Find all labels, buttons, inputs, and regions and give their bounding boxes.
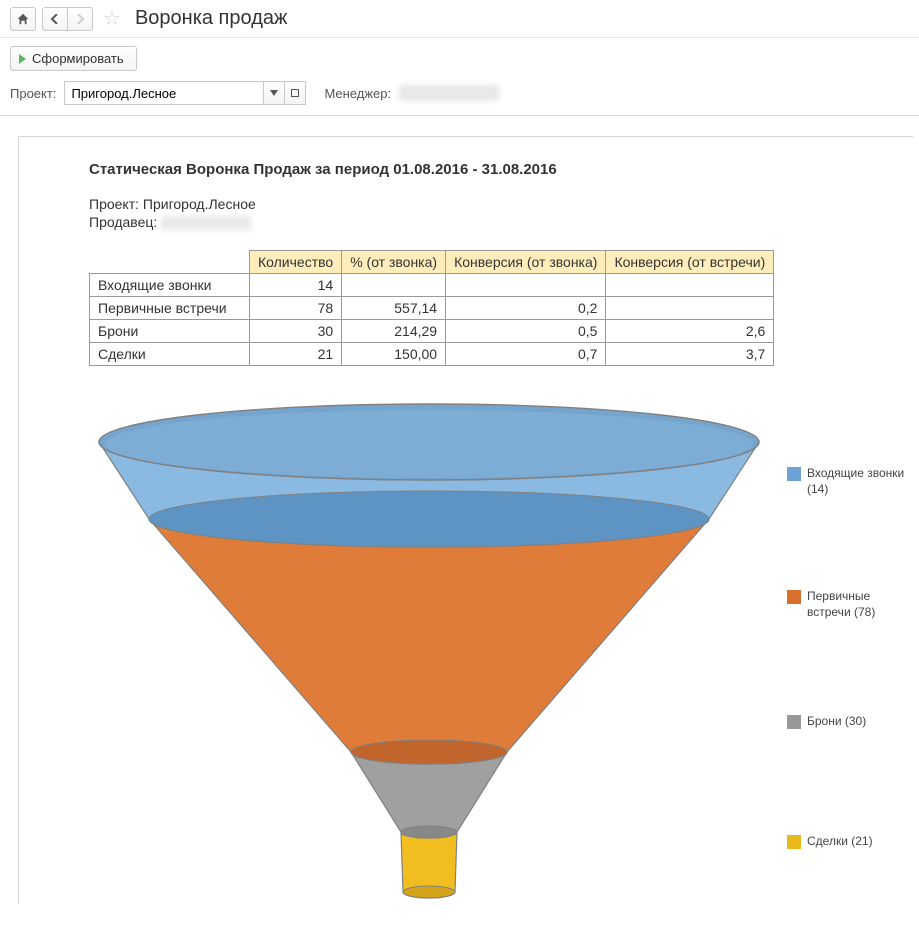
legend-swatch xyxy=(787,835,801,849)
col-conv-call: Конверсия (от звонка) xyxy=(446,251,606,274)
col-qty: Количество xyxy=(250,251,342,274)
row-name: Первичные встречи xyxy=(90,297,250,320)
table-row: Первичные встречи78557,140,2 xyxy=(90,297,774,320)
row-name: Входящие звонки xyxy=(90,274,250,297)
row-conv-meet: 3,7 xyxy=(606,343,774,366)
legend-label: Сделки (21) xyxy=(807,834,873,850)
project-dropdown-button[interactable] xyxy=(263,81,285,105)
legend-label: Брони (30) xyxy=(807,714,866,730)
row-conv-call xyxy=(446,274,606,297)
manager-label: Менеджер: xyxy=(324,86,391,101)
row-conv-meet: 2,6 xyxy=(606,320,774,343)
home-button[interactable] xyxy=(10,7,36,31)
funnel-chart xyxy=(79,394,779,904)
row-pct: 150,00 xyxy=(342,343,446,366)
manager-value-blurred xyxy=(399,85,499,101)
row-conv-meet xyxy=(606,274,774,297)
project-open-button[interactable] xyxy=(284,81,306,105)
row-conv-call: 0,5 xyxy=(446,320,606,343)
project-label: Проект: xyxy=(10,86,56,101)
favorite-star-icon[interactable]: ☆ xyxy=(103,6,121,31)
row-pct xyxy=(342,274,446,297)
filters-row: Проект: Менеджер: xyxy=(0,77,919,116)
page-title: Воронка продаж xyxy=(135,7,287,30)
generate-button[interactable]: Сформировать xyxy=(10,46,137,71)
row-qty: 14 xyxy=(250,274,342,297)
legend-swatch xyxy=(787,467,801,481)
report-project-line: Проект: Пригород.Лесное xyxy=(89,196,913,212)
table-row: Сделки21150,000,73,7 xyxy=(90,343,774,366)
row-name: Сделки xyxy=(90,343,250,366)
legend-swatch xyxy=(787,715,801,729)
generate-button-label: Сформировать xyxy=(32,51,124,66)
row-conv-call: 0,7 xyxy=(446,343,606,366)
project-combo xyxy=(64,81,306,105)
report-title: Статическая Воронка Продаж за период 01.… xyxy=(89,161,913,178)
funnel-chart-area: Входящие звонки (14) Первичные встречи (7… xyxy=(79,394,913,904)
row-pct: 214,29 xyxy=(342,320,446,343)
row-qty: 78 xyxy=(250,297,342,320)
table-row: Входящие звонки14 xyxy=(90,274,774,297)
funnel-legend: Входящие звонки (14) Первичные встречи (7… xyxy=(787,394,907,904)
play-icon xyxy=(19,54,26,64)
row-name: Брони xyxy=(90,320,250,343)
top-toolbar: ☆ Воронка продаж xyxy=(0,0,919,38)
legend-swatch xyxy=(787,590,801,604)
action-row: Сформировать xyxy=(0,38,919,77)
legend-item: Входящие звонки (14) xyxy=(787,466,907,497)
report-seller-line: Продавец: xyxy=(89,214,913,230)
row-pct: 557,14 xyxy=(342,297,446,320)
report-area: Статическая Воронка Продаж за период 01.… xyxy=(18,136,913,904)
row-qty: 21 xyxy=(250,343,342,366)
legend-label: Входящие звонки (14) xyxy=(807,466,907,497)
table-row: Брони30214,290,52,6 xyxy=(90,320,774,343)
row-qty: 30 xyxy=(250,320,342,343)
seller-value-blurred xyxy=(161,216,251,230)
forward-button[interactable] xyxy=(67,7,93,31)
col-pct: % (от звонка) xyxy=(342,251,446,274)
row-conv-meet xyxy=(606,297,774,320)
project-input[interactable] xyxy=(64,81,264,105)
legend-item: Первичные встречи (78) xyxy=(787,589,907,620)
legend-item: Сделки (21) xyxy=(787,834,873,850)
legend-label: Первичные встречи (78) xyxy=(807,589,907,620)
data-table: Количество % (от звонка) Конверсия (от з… xyxy=(89,250,774,366)
col-conv-meet: Конверсия (от встречи) xyxy=(606,251,774,274)
back-button[interactable] xyxy=(42,7,68,31)
legend-item: Брони (30) xyxy=(787,714,866,730)
table-header-row: Количество % (от звонка) Конверсия (от з… xyxy=(90,251,774,274)
row-conv-call: 0,2 xyxy=(446,297,606,320)
